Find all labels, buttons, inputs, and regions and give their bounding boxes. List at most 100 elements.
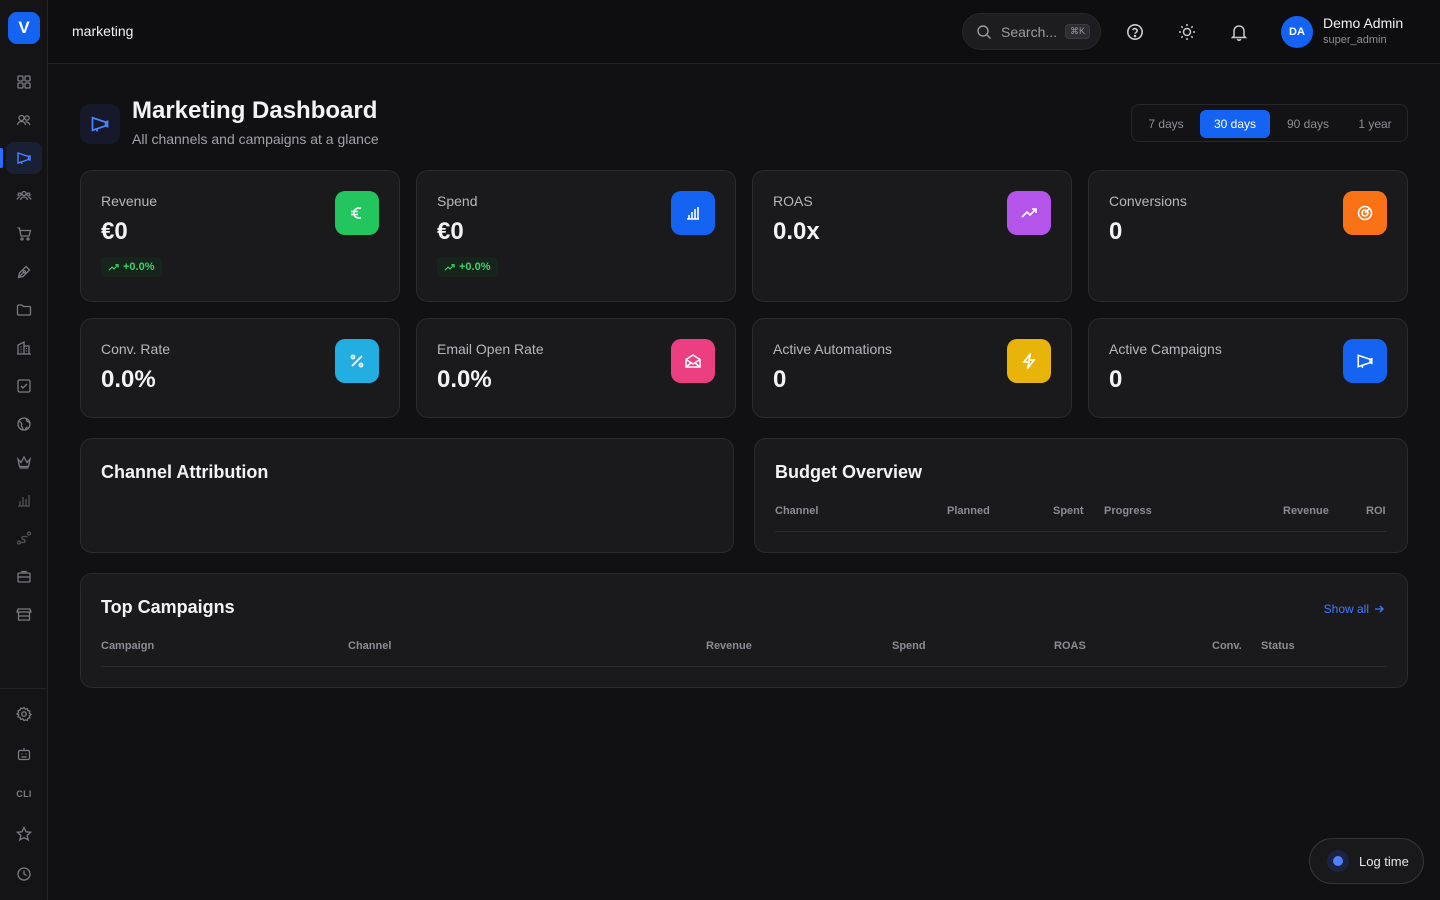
help-button[interactable] xyxy=(1125,22,1145,42)
sidebar-item-jobs[interactable] xyxy=(6,560,42,592)
column-header-planned[interactable]: Planned xyxy=(947,505,990,517)
bell-icon xyxy=(1230,25,1248,41)
pen-icon xyxy=(17,265,31,279)
arrow-right-icon xyxy=(1375,605,1384,613)
notifications-button[interactable] xyxy=(1229,22,1249,42)
topbar: marketing Search... ⌘K DA Demo Admin sup… xyxy=(48,0,1440,64)
folder-icon xyxy=(16,304,32,316)
sidebar-item-content[interactable] xyxy=(6,256,42,288)
column-header-spent[interactable]: Spent xyxy=(1053,505,1084,517)
trend-value: +0.0% xyxy=(123,261,155,273)
kpi-value: 0 xyxy=(1109,366,1123,393)
theme-toggle-button[interactable] xyxy=(1177,22,1197,42)
search-placeholder: Search... xyxy=(1001,23,1058,40)
sidebar: V CLI xyxy=(0,0,48,900)
sidebar-item-contacts[interactable] xyxy=(6,104,42,136)
sidebar-item-reports[interactable] xyxy=(6,484,42,516)
sidebar-item-ai[interactable] xyxy=(6,738,42,770)
kpi-icon-box xyxy=(335,339,379,383)
sidebar-item-companies[interactable] xyxy=(6,332,42,364)
channel-attribution-panel: Channel Attribution xyxy=(80,438,734,553)
column-header-conversions[interactable]: Conv. xyxy=(1212,640,1242,652)
star-icon xyxy=(16,826,32,842)
show-all-link[interactable]: Show all xyxy=(1324,602,1385,616)
kpi-icon-box xyxy=(1343,339,1387,383)
section-title: Budget Overview xyxy=(775,462,923,482)
date-range-selector: 7 days 30 days 90 days 1 year xyxy=(1131,104,1408,142)
section-title: Top Campaigns xyxy=(101,597,235,617)
kpi-card-active-campaigns: Active Campaigns 0 xyxy=(1088,318,1408,418)
column-header-roas[interactable]: ROAS xyxy=(1054,640,1086,652)
range-30-days[interactable]: 30 days xyxy=(1200,110,1270,138)
help-icon xyxy=(1127,24,1143,40)
kpi-icon-box xyxy=(671,191,715,235)
sidebar-item-website[interactable] xyxy=(6,408,42,440)
sidebar-item-favorites[interactable] xyxy=(6,818,42,850)
range-90-days[interactable]: 90 days xyxy=(1286,117,1330,131)
trending-up-icon xyxy=(1021,208,1037,218)
sidebar-item-marketing[interactable] xyxy=(0,142,42,174)
target-icon xyxy=(1357,205,1373,221)
page-title: Marketing Dashboard xyxy=(132,97,378,124)
robot-icon xyxy=(17,748,31,761)
column-header-revenue[interactable]: Revenue xyxy=(1283,505,1329,517)
sidebar-item-premium[interactable] xyxy=(6,446,42,478)
sidebar-item-files[interactable] xyxy=(6,294,42,326)
kpi-card-spend: Spend €0 +0.0% xyxy=(416,170,736,302)
grid-icon xyxy=(17,75,31,89)
route-icon xyxy=(16,531,32,545)
kpi-icon-box xyxy=(1343,191,1387,235)
megaphone-icon xyxy=(1357,354,1373,369)
team-icon xyxy=(16,190,32,201)
sidebar-item-pipelines[interactable] xyxy=(6,522,42,554)
column-header-spend[interactable]: Spend xyxy=(892,640,926,652)
table-header-divider xyxy=(775,531,1387,532)
sidebar-item-cli[interactable]: CLI xyxy=(16,789,32,799)
checkbox-icon xyxy=(17,379,31,393)
avatar[interactable]: DA xyxy=(1281,16,1313,48)
column-header-channel[interactable]: Channel xyxy=(348,640,392,652)
column-header-roi[interactable]: ROI xyxy=(1366,505,1386,517)
sidebar-item-dashboard[interactable] xyxy=(6,66,42,98)
timer-icon xyxy=(1327,850,1349,872)
sidebar-item-team[interactable] xyxy=(6,180,42,212)
column-header-progress[interactable]: Progress xyxy=(1104,505,1152,517)
megaphone-icon xyxy=(91,116,109,132)
kpi-value: 0 xyxy=(1109,218,1123,245)
sidebar-item-store[interactable] xyxy=(6,598,42,630)
sidebar-item-settings[interactable] xyxy=(6,698,42,730)
clock-icon xyxy=(17,867,31,881)
log-time-button[interactable]: Log time xyxy=(1309,838,1424,884)
kpi-label: ROAS xyxy=(773,193,813,209)
percent-icon xyxy=(350,354,364,368)
settings-icon xyxy=(16,706,32,722)
kpi-value: 0.0% xyxy=(437,366,492,393)
breadcrumb[interactable]: marketing xyxy=(72,23,134,39)
sidebar-item-tasks[interactable] xyxy=(6,370,42,402)
column-header-status[interactable]: Status xyxy=(1261,640,1295,652)
kpi-icon-box xyxy=(1007,339,1051,383)
sidebar-item-history[interactable] xyxy=(6,858,42,890)
range-7-days[interactable]: 7 days xyxy=(1148,117,1184,131)
kpi-value: 0.0% xyxy=(101,366,156,393)
trend-badge: +0.0% xyxy=(437,257,498,277)
column-header-campaign[interactable]: Campaign xyxy=(101,640,155,652)
column-header-revenue[interactable]: Revenue xyxy=(706,640,752,652)
page-icon xyxy=(80,104,120,144)
bar-chart-icon xyxy=(687,207,699,220)
sidebar-divider xyxy=(0,688,48,689)
sidebar-item-commerce[interactable] xyxy=(6,218,42,250)
log-time-label: Log time xyxy=(1359,853,1409,869)
kpi-icon-box xyxy=(671,339,715,383)
search-input[interactable]: Search... ⌘K xyxy=(962,13,1101,50)
column-header-channel[interactable]: Channel xyxy=(775,505,819,517)
range-1-year[interactable]: 1 year xyxy=(1358,117,1392,131)
megaphone-icon xyxy=(17,152,31,165)
user-name[interactable]: Demo Admin xyxy=(1323,15,1404,31)
search-shortcut: ⌘K xyxy=(1065,24,1091,39)
kpi-card-active-automations: Active Automations 0 xyxy=(752,318,1072,418)
cart-icon xyxy=(17,227,32,241)
kpi-label: Conv. Rate xyxy=(101,341,170,357)
sun-icon xyxy=(1179,24,1195,40)
app-logo[interactable]: V xyxy=(8,12,40,44)
